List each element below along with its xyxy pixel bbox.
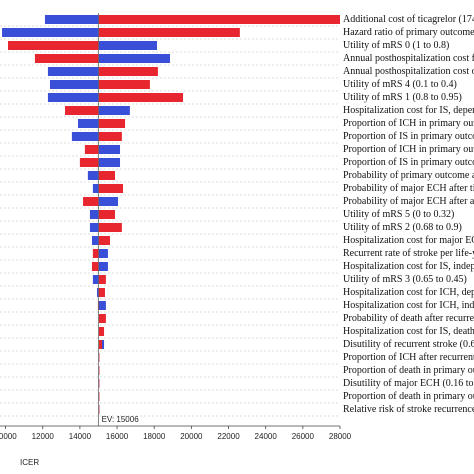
bar-blue	[91, 236, 99, 245]
x-tick-label: 24000	[255, 432, 278, 441]
bar-red	[98, 288, 105, 297]
row-label: Utility of mRS 3 (0.65 to 0.45)	[343, 274, 467, 285]
bar-red	[98, 275, 106, 284]
row-label: Probability of primary outcome after asp	[343, 170, 474, 181]
bar-red	[98, 80, 150, 89]
x-tick-label: 18000	[143, 432, 166, 441]
bar-red	[98, 327, 105, 336]
row-label: Proportion of IS in primary outcome afte	[343, 157, 474, 168]
bar-red	[98, 210, 116, 219]
x-tick-label: 14000	[69, 432, 92, 441]
bar-blue	[92, 184, 99, 193]
row-label: Annual posthospitalization cost for depe…	[343, 53, 474, 64]
bar-blue	[44, 15, 99, 24]
bar-blue	[47, 67, 99, 76]
x-tick-label: 16000	[106, 432, 129, 441]
bar-red	[98, 171, 116, 180]
row-label: Annual posthospitalization cost of indep…	[343, 66, 474, 77]
row-label: Proportion of death in primary outcome	[343, 365, 474, 376]
bar-red	[98, 67, 158, 76]
row-label: Probability of major ECH after ticagrelo…	[343, 183, 474, 194]
bar-red	[98, 93, 184, 102]
row-label: Proportion of ICH in primary outcome af	[343, 118, 474, 129]
row-label: Hospitalization cost for ICH, independe	[343, 300, 474, 311]
bar-red	[98, 184, 123, 193]
bar-blue	[98, 249, 108, 258]
bar-blue	[49, 80, 99, 89]
row-label: Hospitalization cost for IS, death (8978	[343, 326, 474, 337]
x-axis-label: ICER	[20, 458, 39, 467]
x-tick-label: 10000	[0, 432, 17, 441]
bar-blue	[89, 210, 99, 219]
bar-red	[98, 340, 102, 349]
row-label: Hospitalization cost for ICH, dependent	[343, 287, 474, 298]
bar-blue	[98, 197, 118, 206]
bar-blue	[98, 145, 121, 154]
row-label: Utility of mRS 2 (0.68 to 0.9)	[343, 222, 462, 233]
row-label: Probability of major ECH after aspirin-p	[343, 196, 474, 207]
row-label: Recurrent rate of stroke per life-year (…	[343, 248, 474, 259]
row-label: Disutility of major ECH (0.16 to 0.23)	[343, 378, 474, 389]
bar-blue	[98, 262, 108, 271]
bar-red	[92, 249, 99, 258]
bar-red	[65, 106, 99, 115]
row-label: Proportion of IS in primary outcome afte…	[343, 131, 474, 142]
row-label: Utility of mRS 4 (0.1 to 0.4)	[343, 79, 457, 90]
row-label: Disutility of recurrent stroke (0.68 to …	[343, 339, 474, 350]
row-label: Hospitalization cost for IS, independent	[343, 261, 474, 272]
bar-blue	[47, 93, 99, 102]
row-label: Proportion of death in primary outcome	[343, 391, 474, 402]
bar-blue	[87, 171, 99, 180]
bar-red	[98, 132, 122, 141]
bar-blue	[89, 223, 99, 232]
row-label: Proportion of ICH in primary outcome aft…	[343, 144, 474, 155]
bar-blue	[98, 106, 130, 115]
row-label: Probability of death after recurrent str…	[343, 313, 474, 324]
bar-blue	[71, 132, 99, 141]
bar-red	[98, 15, 340, 24]
row-label: Relative risk of stroke recurrence per l…	[343, 404, 474, 415]
row-label: Utility of mRS 0 (1 to 0.8)	[343, 40, 449, 51]
row-label: Additional cost of ticagrelor (174 to 59…	[343, 14, 474, 25]
bar-red	[98, 236, 110, 245]
x-tick-label: 28000	[329, 432, 352, 441]
ev-label: EV: 15006	[102, 415, 140, 424]
bar-red	[79, 158, 99, 167]
bar-red	[34, 54, 99, 63]
bar-red	[83, 197, 99, 206]
bar-red	[98, 223, 122, 232]
bar-blue	[92, 275, 99, 284]
x-tick-label: 26000	[292, 432, 315, 441]
x-tick-label: 22000	[217, 432, 240, 441]
bar-red	[98, 28, 240, 37]
row-label: Utility of mRS 1 (0.8 to 0.95)	[343, 92, 462, 103]
bar-red	[98, 314, 106, 323]
bar-red	[84, 145, 99, 154]
bar-blue	[98, 54, 170, 63]
row-label: Utility of mRS 5 (0 to 0.32)	[343, 209, 454, 220]
x-tick-label: 20000	[180, 432, 203, 441]
bar-red	[7, 41, 99, 50]
row-label: Proportion of ICH after recurrent stroke	[343, 352, 474, 363]
bar-blue	[2, 28, 99, 37]
x-tick-label: 12000	[32, 432, 55, 441]
bar-blue	[98, 301, 106, 310]
bar-blue	[98, 158, 121, 167]
bar-red	[91, 262, 99, 271]
row-label: Hospitalization cost for major ECH (640	[343, 235, 474, 246]
bar-blue	[78, 119, 99, 128]
bar-blue	[96, 288, 99, 297]
bar-red	[98, 119, 126, 128]
row-label: Hazard ratio of primary outcome in ticag…	[343, 27, 474, 38]
bar-blue	[98, 41, 157, 50]
row-label: Hospitalization cost for IS, dependent (…	[343, 105, 474, 116]
